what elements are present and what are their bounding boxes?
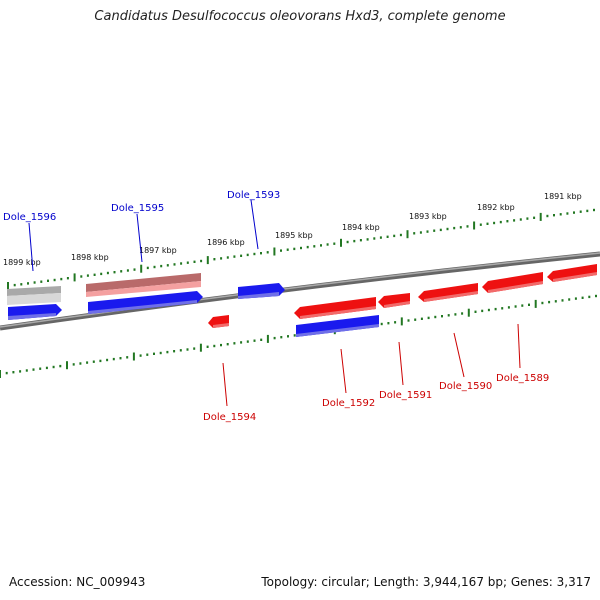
leader-dole-1590 <box>453 332 465 378</box>
scale-labels: 1899 kbp 1898 kbp 1897 kbp 1896 kbp 1895… <box>3 192 582 267</box>
gene-labels: Dole_1596 Dole_1595 Dole_1593 Dole_1594 … <box>3 190 549 423</box>
scale-label: 1896 kbp <box>207 238 245 247</box>
leader-dole-1592 <box>340 348 347 394</box>
scale-label: 1898 kbp <box>71 253 109 262</box>
gene-dole-1595[interactable] <box>88 291 203 314</box>
leader-dole-1596 <box>28 222 34 272</box>
scale-label: 1899 kbp <box>3 258 41 267</box>
gene-dole-1589b[interactable] <box>547 264 597 282</box>
genome-backbone <box>0 251 600 331</box>
label-leaders <box>28 199 521 407</box>
upper-scale-ticks <box>7 208 595 290</box>
gene-dole-1595-highlight[interactable] <box>86 273 201 297</box>
gene-dole-1594[interactable] <box>208 315 229 328</box>
gene-dole-1592-forward[interactable] <box>296 315 379 337</box>
scale-label: 1893 kbp <box>409 212 447 221</box>
leader-dole-1589 <box>517 323 521 369</box>
gene-dole-1596-pseudo[interactable] <box>7 286 61 305</box>
accession-label: Accession: NC_009943 <box>9 575 146 589</box>
gene-dole-1596[interactable] <box>8 304 62 320</box>
scale-label: 1892 kbp <box>477 203 515 212</box>
leader-dole-1595 <box>136 213 143 263</box>
gene-label-dole-1592[interactable]: Dole_1592 <box>322 398 375 409</box>
leader-dole-1594 <box>222 362 228 407</box>
gene-label-dole-1591[interactable]: Dole_1591 <box>379 390 432 401</box>
gene-dole-1593[interactable] <box>238 283 285 299</box>
genome-backbone-highlight <box>0 252 600 328</box>
gene-label-dole-1593[interactable]: Dole_1593 <box>227 190 280 201</box>
leader-dole-1591 <box>398 341 404 386</box>
scale-label: 1894 kbp <box>342 223 380 232</box>
lower-genes <box>208 264 597 328</box>
genome-title: Candidatus Desulfococcus oleovorans Hxd3… <box>94 9 506 24</box>
gene-label-dole-1590[interactable]: Dole_1590 <box>439 381 492 392</box>
genome-summary: Topology: circular; Length: 3,944,167 bp… <box>261 575 591 589</box>
leader-dole-1593 <box>250 199 259 250</box>
scale-label: 1891 kbp <box>544 192 582 201</box>
gene-dole-1592[interactable] <box>294 297 376 319</box>
gene-label-dole-1596[interactable]: Dole_1596 <box>3 212 56 223</box>
gene-dole-1591[interactable] <box>378 293 410 308</box>
gene-label-dole-1589[interactable]: Dole_1589 <box>496 373 549 384</box>
scale-label: 1895 kbp <box>275 231 313 240</box>
gene-label-dole-1595[interactable]: Dole_1595 <box>111 203 164 214</box>
gene-dole-1590[interactable] <box>418 283 478 302</box>
gene-label-dole-1594[interactable]: Dole_1594 <box>203 412 256 423</box>
upper-genes <box>7 273 379 337</box>
scale-label: 1897 kbp <box>139 246 177 255</box>
gene-dole-1589[interactable] <box>482 272 543 293</box>
